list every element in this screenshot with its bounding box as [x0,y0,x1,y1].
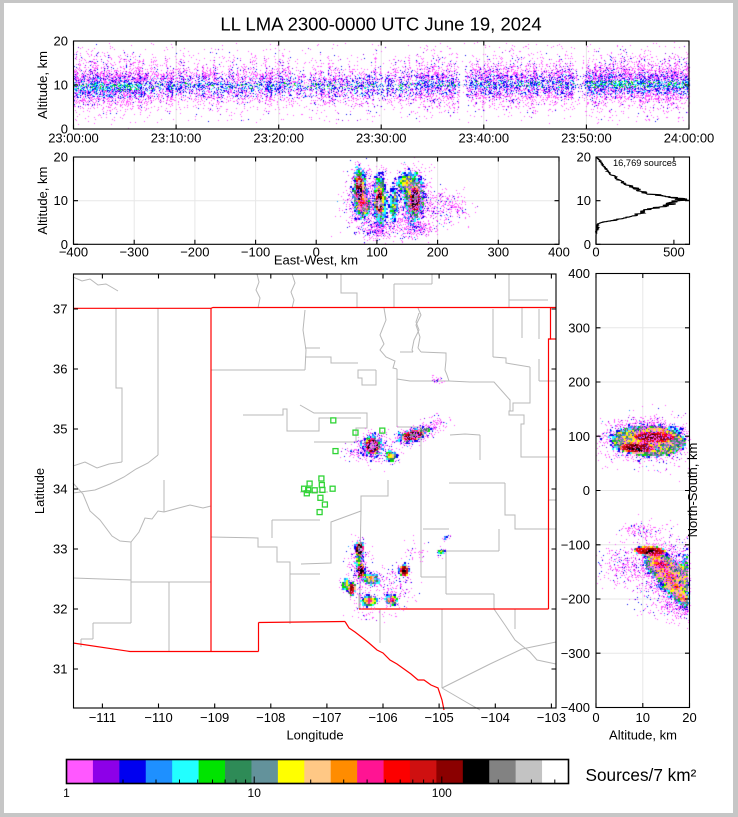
svg-text:−300: −300 [120,245,149,260]
svg-text:10: 10 [577,193,591,208]
svg-text:16,769 sources: 16,769 sources [613,158,677,168]
svg-text:23:30:00: 23:30:00 [356,131,407,146]
svg-text:0: 0 [584,237,591,252]
svg-text:23:20:00: 23:20:00 [253,131,304,146]
svg-text:−400: −400 [59,245,88,260]
svg-text:200: 200 [427,245,449,260]
svg-text:−103: −103 [537,710,566,725]
svg-text:0: 0 [583,483,590,498]
svg-text:23:50:00: 23:50:00 [561,131,612,146]
svg-text:−200: −200 [561,592,590,607]
svg-text:10: 10 [54,78,68,93]
svg-text:23:10:00: 23:10:00 [151,131,202,146]
svg-text:100: 100 [366,245,388,260]
svg-text:100: 100 [432,786,452,800]
svg-text:36: 36 [53,362,67,377]
svg-text:34: 34 [53,482,67,497]
svg-text:300: 300 [487,245,509,260]
svg-text:20: 20 [54,34,68,49]
svg-text:Latitude: Latitude [32,468,47,514]
svg-text:0: 0 [61,237,68,252]
svg-text:−105: −105 [425,710,454,725]
svg-text:East-West, km: East-West, km [274,253,358,268]
svg-text:−100: −100 [241,245,270,260]
svg-text:23:40:00: 23:40:00 [459,131,510,146]
svg-text:Altitude, km: Altitude, km [609,728,677,743]
svg-text:−100: −100 [561,537,590,552]
svg-text:33: 33 [53,542,67,557]
svg-text:−111: −111 [89,710,116,725]
svg-text:20: 20 [682,710,696,725]
svg-text:−106: −106 [368,710,397,725]
svg-text:0: 0 [313,245,320,260]
svg-text:200: 200 [568,375,590,390]
svg-text:LL LMA 2300-0000 UTC June 19,: LL LMA 2300-0000 UTC June 19, 2024 [220,14,541,35]
svg-text:1: 1 [63,786,70,800]
svg-text:20: 20 [54,150,68,165]
svg-text:0: 0 [61,122,68,137]
svg-text:Altitude, km: Altitude, km [35,51,50,119]
svg-text:300: 300 [568,320,590,335]
svg-text:−109: −109 [200,710,229,725]
svg-text:Sources/7 km²: Sources/7 km² [586,765,697,785]
svg-text:0: 0 [592,245,599,260]
svg-text:400: 400 [568,266,590,281]
svg-text:32: 32 [53,602,67,617]
svg-text:−107: −107 [312,710,341,725]
svg-text:35: 35 [53,422,67,437]
svg-text:0: 0 [592,710,599,725]
svg-text:−104: −104 [481,710,510,725]
svg-text:−108: −108 [256,710,285,725]
svg-text:10: 10 [248,786,262,800]
svg-text:400: 400 [548,245,570,260]
svg-text:31: 31 [53,662,67,677]
svg-text:23:00:00: 23:00:00 [48,131,99,146]
svg-text:−300: −300 [561,646,590,661]
svg-text:North-South, km: North-South, km [685,443,700,538]
svg-text:20: 20 [577,150,591,165]
svg-text:500: 500 [663,245,685,260]
svg-text:24:00:00: 24:00:00 [664,131,715,146]
svg-text:−200: −200 [180,245,209,260]
svg-text:Altitude, km: Altitude, km [35,167,50,235]
svg-text:37: 37 [53,302,67,317]
svg-text:10: 10 [54,193,68,208]
svg-text:−400: −400 [561,700,590,715]
svg-text:−110: −110 [144,710,172,725]
svg-text:Longitude: Longitude [286,728,343,743]
svg-text:100: 100 [568,429,590,444]
svg-text:10: 10 [636,710,650,725]
